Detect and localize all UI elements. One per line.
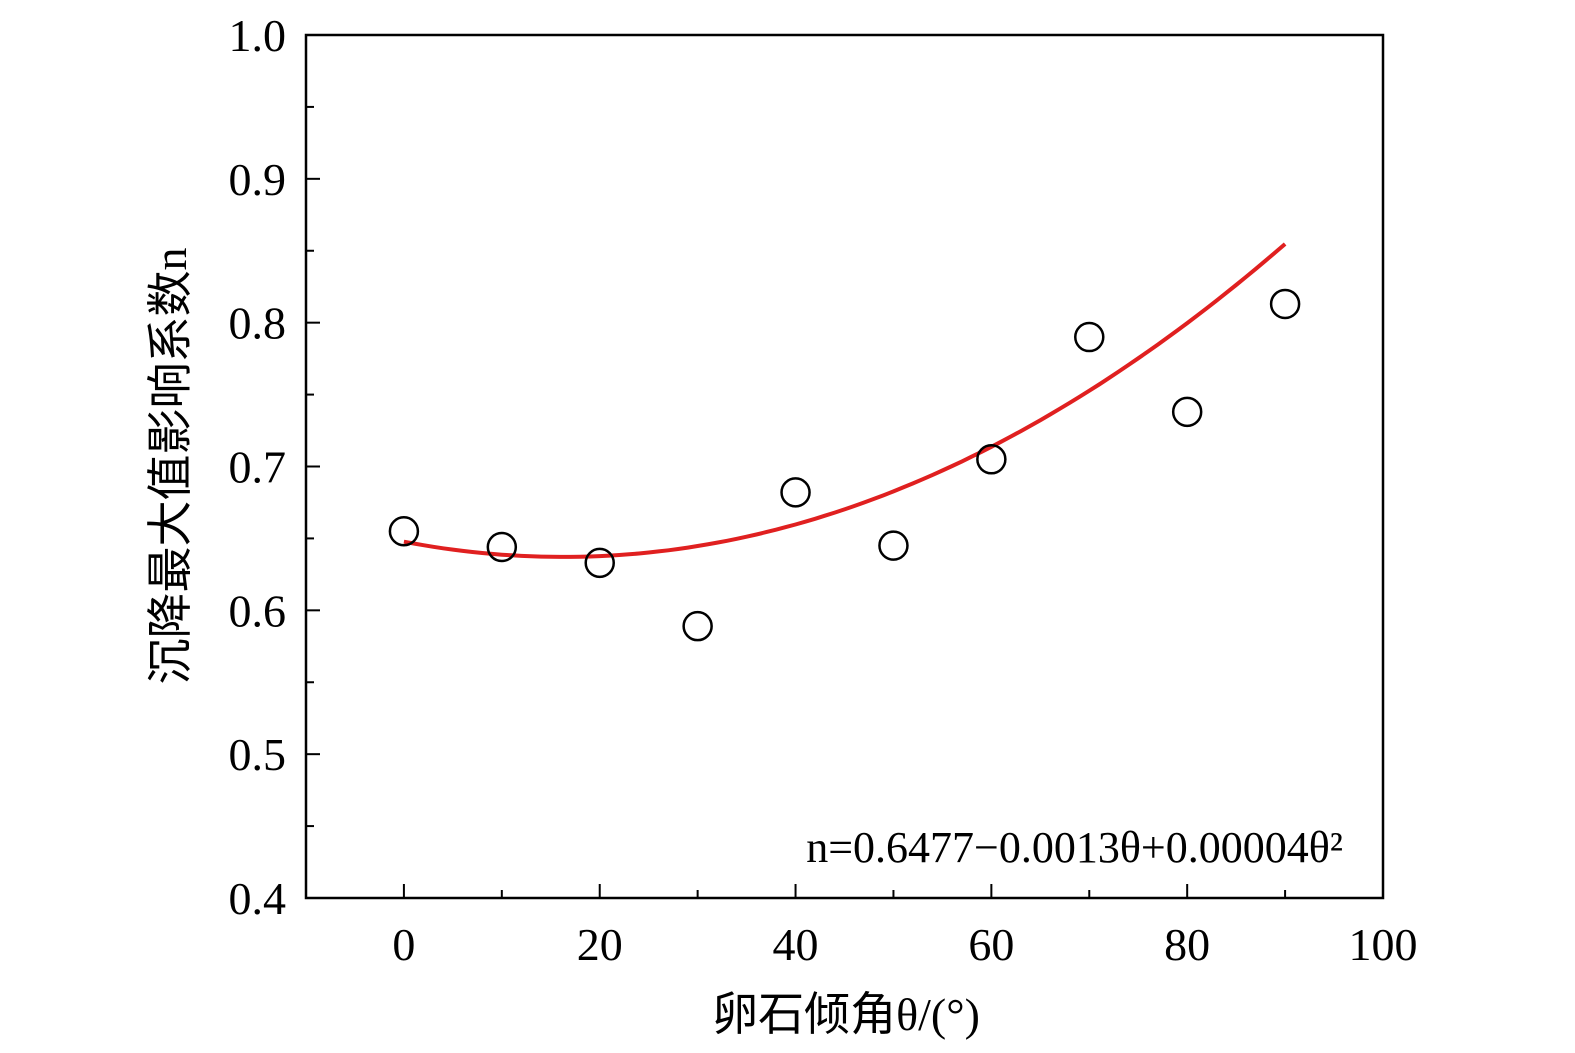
- y-tick-label: 0.4: [229, 873, 287, 924]
- data-points: [388, 288, 1301, 642]
- data-point: [878, 530, 909, 561]
- fit-equation: n=0.6477−0.0013θ+0.00004θ²: [806, 823, 1343, 872]
- x-axis-label: 卵石倾角θ/(°): [712, 989, 980, 1040]
- y-tick-label: 0.8: [229, 298, 287, 349]
- plot-frame: [304, 33, 1385, 900]
- ticks: [306, 34, 1384, 899]
- data-point: [976, 444, 1007, 475]
- y-tick-label: 0.9: [229, 154, 287, 205]
- y-tick-label: 0.7: [229, 442, 287, 493]
- data-point: [584, 547, 615, 579]
- y-tick-label: 1.0: [229, 10, 287, 61]
- fit-curve: [403, 242, 1287, 559]
- data-point: [1269, 288, 1301, 320]
- x-tick-label: 80: [1164, 919, 1210, 970]
- x-tick-label: 20: [577, 919, 623, 970]
- y-tick-label: 0.5: [229, 729, 287, 780]
- y-axis-label: 沉降最大值影响系数n: [145, 248, 196, 685]
- tick-labels: 0 20 40 60 80 100 0.4 0.5 0.6 0.7 0.8 0.9 1.0: [229, 10, 1418, 970]
- y-tick-label: 0.6: [229, 585, 287, 636]
- x-tick-label: 0: [392, 919, 415, 970]
- x-tick-label: 60: [968, 919, 1014, 970]
- data-point: [682, 610, 713, 642]
- data-point: [1074, 321, 1105, 353]
- x-tick-label: 100: [1349, 919, 1418, 970]
- data-point: [388, 515, 420, 547]
- data-point: [486, 531, 518, 563]
- x-tick-label: 40: [773, 919, 819, 970]
- data-point: [1171, 396, 1203, 428]
- data-point: [780, 477, 811, 508]
